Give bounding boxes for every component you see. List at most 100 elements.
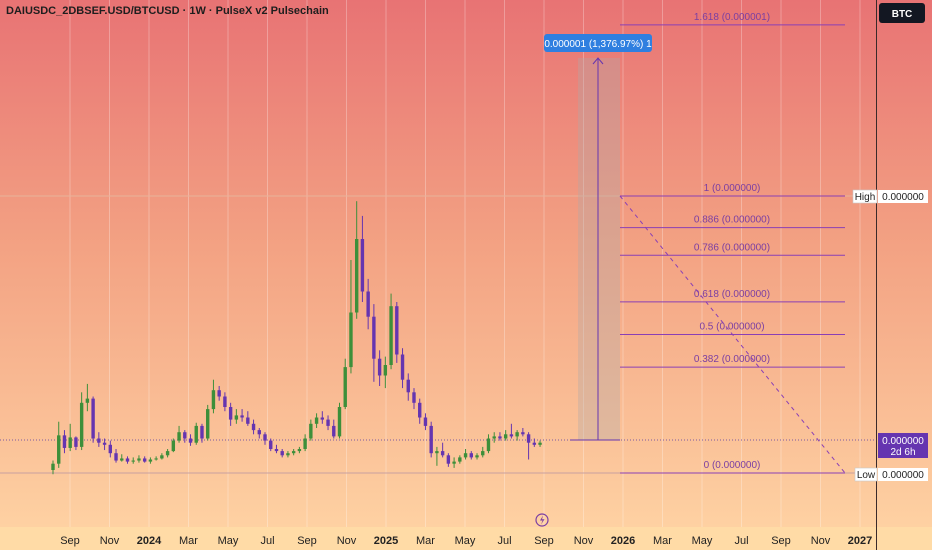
candle [74,436,78,451]
last-price-value: 0.000000 [882,436,924,447]
candle-body [160,455,164,459]
candle [423,413,428,431]
candle-body [85,398,90,403]
candle-body [223,396,227,407]
candle [68,423,72,452]
candle-body [102,442,107,445]
candle [79,392,84,451]
candle [337,402,342,439]
candle-body [234,415,239,420]
candle [131,457,135,464]
candle-body [280,451,284,456]
fib-level-label: 0.382 (0.000000) [694,354,770,365]
candle-body [503,434,508,439]
x-tick-label: Sep [771,535,791,547]
fib-level-label: 0 (0.000000) [704,460,761,471]
x-tick-label: Jul [734,535,748,547]
candle-body [463,453,468,458]
candle-body [412,392,416,403]
candle [228,402,233,426]
candle [120,454,124,462]
candle [429,421,433,458]
candle-body [257,430,261,435]
x-tick-label: Jul [260,535,274,547]
candle-body [148,459,153,462]
candle [309,419,313,441]
candle-body [188,438,193,443]
candle-body [532,442,537,445]
candle-body [349,312,353,368]
candle-body [343,367,347,407]
x-tick-label: Nov [337,535,357,547]
projection-label[interactable]: 0.000001 (1,376.97%) 1 [544,34,652,52]
candle [515,430,519,441]
x-tick-label: Nov [811,535,831,547]
x-tick-label: 2026 [611,535,635,547]
candle [51,460,55,475]
candle [320,411,325,424]
x-tick-label: Sep [297,535,317,547]
candle [137,455,141,463]
candle-body [498,436,502,439]
candle-body [263,434,267,441]
candle-body [97,438,101,443]
candle [280,449,284,458]
candle [486,434,491,454]
currency-button[interactable]: BTC [879,3,925,23]
candle [274,444,279,454]
candle-body [240,415,244,418]
candle-body [79,402,84,447]
candle [326,415,330,431]
x-tick-label: 2024 [137,535,162,547]
candle-body [228,407,233,420]
candle-body [389,306,393,365]
chart-title: DAIUSDC_2DBSEF.USD/BTCUSD · 1W · PulseX … [6,5,329,17]
candle-body [269,440,273,449]
candle-body [274,449,279,452]
candle [240,409,244,422]
fib-level-label: 0.618 (0.000000) [694,289,770,300]
candle [400,348,405,389]
candle [263,432,267,445]
candle-body [469,453,473,458]
candle-body [114,453,118,461]
candle [440,442,445,458]
lightning-icon [540,515,545,525]
candle [257,428,261,439]
countdown-value: 2d 6h [890,447,915,458]
candle-body [481,451,485,456]
x-tick-label: Mar [653,535,672,547]
x-tick-label: Sep [60,535,80,547]
fib-level-label: 0.786 (0.000000) [694,242,770,253]
time-axis-labels: Sep Nov 2024 Mar May Jul Sep Nov 2025 Mar May Jul Se… [60,535,872,547]
candle-body [395,306,399,355]
candle-body [509,434,514,437]
candle-body [492,436,496,439]
candle [481,446,485,458]
candle-body [383,365,388,376]
candle-body [251,423,256,431]
candle [251,419,256,435]
x-tick-label: Sep [534,535,554,547]
fibonacci-retracement[interactable]: 1.618 (0.000001) 1 (0.000000) 0.886 (0.000… [620,12,845,474]
candle-body [314,417,319,424]
candle-body [309,423,313,439]
vertical-gridlines [69,0,861,527]
candle-body [332,425,336,437]
candle [154,456,158,461]
candle-body [183,432,187,439]
candle-body [440,451,445,456]
candle-body [475,455,479,458]
candle [286,451,290,458]
candle [171,438,176,453]
candle [297,446,302,454]
x-tick-label: Nov [574,535,594,547]
candle [303,434,307,452]
x-tick-label: May [218,535,239,547]
candle [188,434,193,446]
candle [412,388,416,410]
candle [97,432,101,447]
event-marker[interactable] [535,513,549,527]
